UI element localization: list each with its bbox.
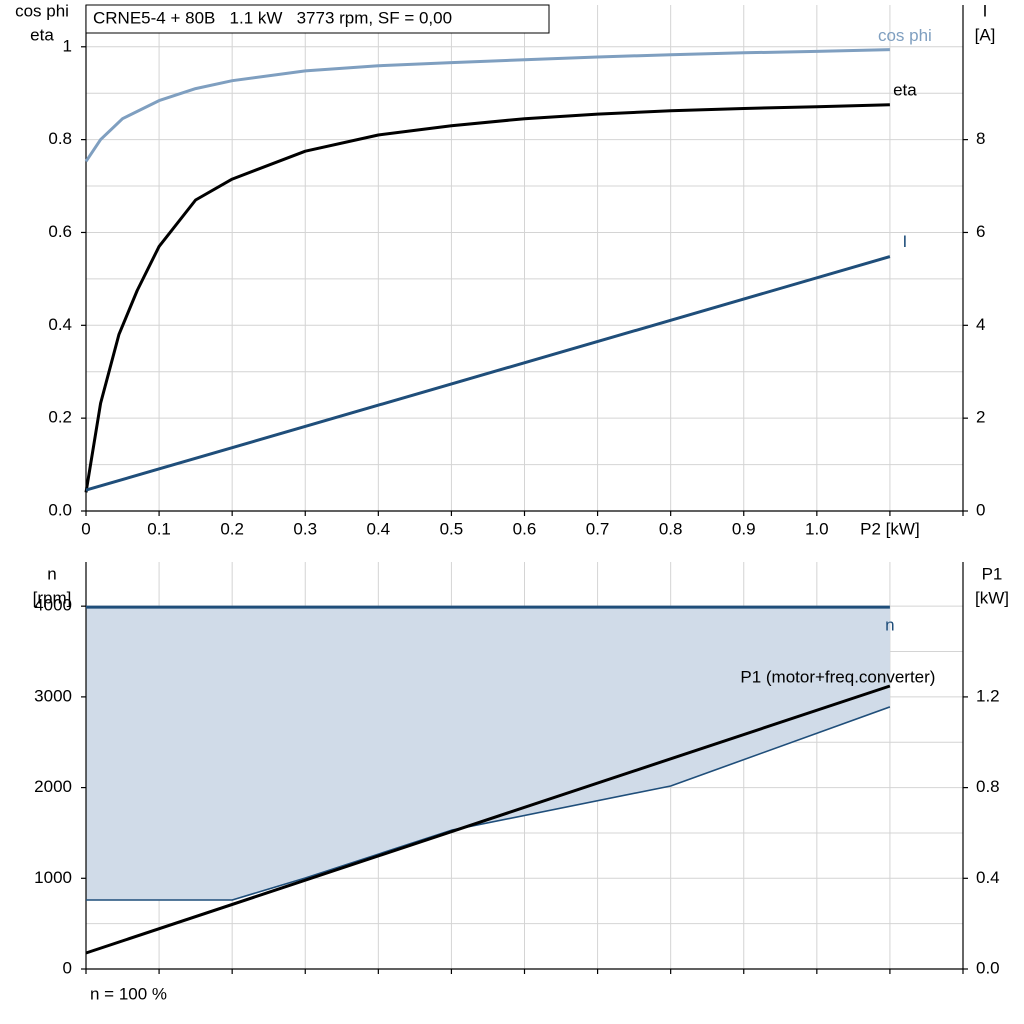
- series-label: eta: [893, 80, 917, 99]
- speed-range-area: [86, 607, 890, 900]
- series-line: [85, 255, 891, 492]
- y-tick-label: 0.2: [48, 408, 72, 427]
- series-line: [86, 706, 891, 901]
- y-tick-label: 4000: [34, 596, 72, 615]
- y2-tick-label: 0.4: [976, 868, 1000, 887]
- x-tick-label: 0.4: [367, 519, 391, 538]
- y-tick-label: 0.0: [48, 500, 72, 519]
- title-box: [85, 4, 550, 34]
- series-label: n: [885, 616, 894, 635]
- y2-axis-label: P1: [982, 564, 1003, 583]
- chart-panel: 0.0 0.2 0.4 0.6 0.8 1 0 2 4 6 8 0 0.1 0.2 0.3 0.4 0.5 0.6…: [15, 1, 995, 538]
- y2-tick-label: 0.8: [976, 777, 1000, 796]
- y2-tick-label: 6: [976, 222, 985, 241]
- y-tick-label: 0: [63, 958, 72, 977]
- y2-axis-label: [A]: [975, 25, 996, 44]
- x-tick-label: 0: [81, 519, 90, 538]
- x-tick-label: 0.3: [293, 519, 317, 538]
- chart-panel: 0 1000 2000 3000 4000 0.0 0.4 0.8 1.2 n [rpm] P1 [kW…: [33, 562, 1009, 1003]
- x-tick-label: 0.2: [220, 519, 244, 538]
- series-label: P1 (motor+freq.converter): [740, 668, 935, 687]
- series-line: [85, 684, 891, 955]
- y-tick-label: 2000: [34, 777, 72, 796]
- y2-tick-label: 4: [976, 315, 985, 334]
- chart-note: n = 100 %: [90, 984, 167, 1003]
- chart-title: CRNE5-4 + 80B 1.1 kW 3773 rpm, SF = 0,00: [93, 8, 452, 27]
- y-tick-label: 0.8: [48, 129, 72, 148]
- y2-tick-label: 1.2: [976, 686, 1000, 705]
- x-tick-label: 0.1: [147, 519, 171, 538]
- x-tick-label: 0.6: [513, 519, 537, 538]
- y-tick-label: 0.6: [48, 222, 72, 241]
- y2-axis-label: [kW]: [975, 588, 1009, 607]
- y-axis-label: eta: [30, 25, 54, 44]
- y-tick-label: 1: [63, 36, 72, 55]
- y2-axis-label: I: [983, 1, 988, 20]
- y2-tick-label: 2: [976, 408, 985, 427]
- y-axis-label: [rpm]: [33, 588, 72, 607]
- y2-tick-label: 8: [976, 129, 985, 148]
- x-tick-label: 0.5: [440, 519, 464, 538]
- series-line: [84, 48, 890, 163]
- series-label: I: [903, 232, 908, 251]
- y-axis-label: n: [47, 564, 56, 583]
- x-tick-label: 0.8: [659, 519, 683, 538]
- y-axis-label: cos phi: [15, 1, 69, 20]
- x-tick-label: 0.9: [732, 519, 756, 538]
- y2-tick-label: 0.0: [976, 958, 1000, 977]
- y-tick-label: 0.4: [48, 315, 72, 334]
- x-tick-label: 0.7: [586, 519, 610, 538]
- y-tick-label: 1000: [34, 868, 72, 887]
- series-line: [84, 103, 890, 493]
- x-tick-label: 1.0: [805, 519, 829, 538]
- x-tick-label: P2 [kW]: [860, 519, 920, 538]
- y-tick-label: 3000: [34, 686, 72, 705]
- series-label: cos phi: [878, 26, 932, 45]
- y2-tick-label: 0: [976, 500, 985, 519]
